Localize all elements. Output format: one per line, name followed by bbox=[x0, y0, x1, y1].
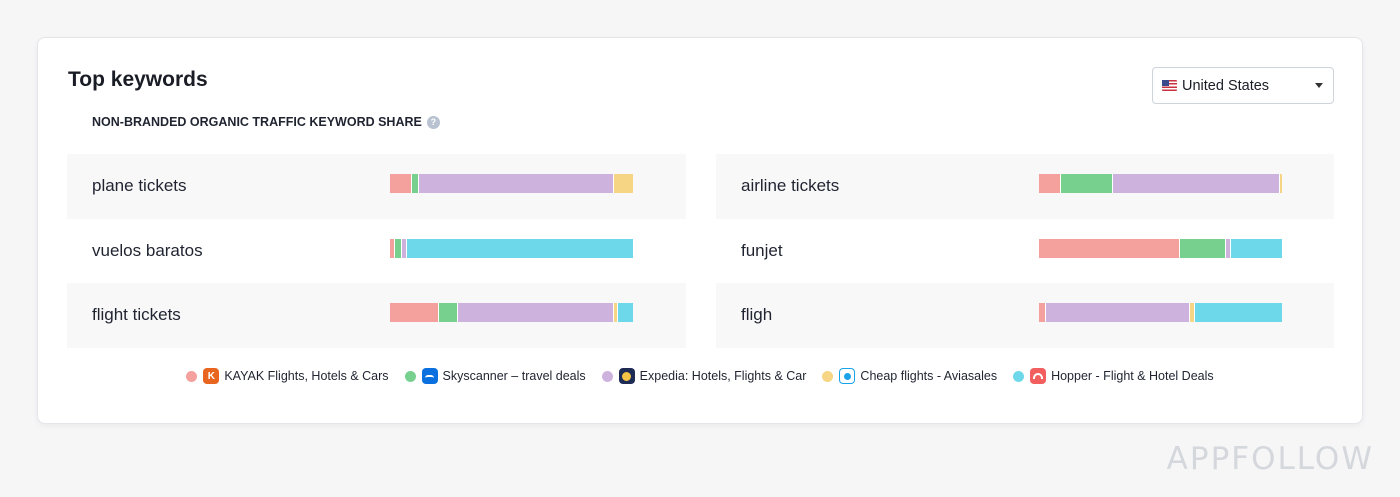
card-title: Top keywords bbox=[68, 68, 208, 91]
share-segment[interactable] bbox=[1230, 238, 1282, 258]
keyword-label: airline tickets bbox=[741, 176, 840, 196]
keyword-row: fligh bbox=[716, 283, 1334, 348]
share-segment[interactable] bbox=[1112, 174, 1280, 193]
share-segment[interactable] bbox=[390, 174, 412, 193]
legend-dot bbox=[601, 370, 613, 382]
section-subtitle: NON-BRANDED ORGANIC TRAFFIC KEYWORD SHAR… bbox=[92, 115, 440, 129]
legend-item-skyscanner[interactable]: Skyscanner – travel deals bbox=[404, 368, 586, 384]
legend-item-hopper[interactable]: Hopper - Flight & Hotel Deals bbox=[1013, 368, 1214, 384]
skyscanner-app-icon bbox=[421, 368, 438, 384]
keyword-row: airline tickets bbox=[716, 154, 1334, 219]
appfollow-watermark: APPFOLLOW bbox=[1166, 441, 1374, 477]
keyword-share-bar[interactable] bbox=[1039, 174, 1282, 193]
legend-item-aviasales[interactable]: Cheap flights - Aviasales bbox=[822, 368, 997, 384]
keyword-label: fligh bbox=[741, 305, 773, 325]
share-segment[interactable] bbox=[613, 174, 633, 193]
keyword-row: funjet bbox=[716, 219, 1334, 284]
legend-item-kayak[interactable]: K KAYAK Flights, Hotels & Cars bbox=[186, 368, 389, 384]
legend-dot bbox=[822, 370, 834, 382]
aviasales-app-icon bbox=[839, 368, 856, 384]
keyword-share-bar[interactable] bbox=[1039, 238, 1282, 258]
share-segment[interactable] bbox=[1061, 174, 1113, 193]
legend: K KAYAK Flights, Hotels & Cars Skyscanne… bbox=[38, 368, 1362, 384]
share-segment[interactable] bbox=[1189, 303, 1195, 322]
keyword-label: flight tickets bbox=[92, 305, 181, 325]
keyword-share-bar[interactable] bbox=[390, 303, 633, 322]
subtitle-text: NON-BRANDED ORGANIC TRAFFIC KEYWORD SHAR… bbox=[92, 115, 422, 129]
share-segment[interactable] bbox=[402, 238, 407, 258]
keyword-row: flight tickets bbox=[67, 283, 686, 348]
share-segment[interactable] bbox=[407, 238, 633, 258]
share-segment[interactable] bbox=[1046, 303, 1190, 322]
keyword-row: vuelos baratos bbox=[67, 219, 686, 284]
keyword-row: plane tickets bbox=[67, 154, 686, 219]
keyword-label: funjet bbox=[741, 240, 783, 260]
legend-dot bbox=[186, 370, 198, 382]
share-segment[interactable] bbox=[1179, 238, 1227, 258]
country-select[interactable]: United States bbox=[1152, 67, 1334, 104]
share-segment[interactable] bbox=[1194, 303, 1282, 322]
legend-dot bbox=[404, 370, 416, 382]
top-keywords-card: Top keywords NON-BRANDED ORGANIC TRAFFIC… bbox=[37, 37, 1363, 424]
share-segment[interactable] bbox=[394, 238, 403, 258]
share-segment[interactable] bbox=[1226, 238, 1231, 258]
share-segment[interactable] bbox=[1279, 174, 1282, 193]
hopper-app-icon bbox=[1030, 368, 1047, 384]
legend-item-expedia[interactable]: Expedia: Hotels, Flights & Car bbox=[601, 368, 807, 384]
share-segment[interactable] bbox=[1039, 174, 1062, 193]
share-segment[interactable] bbox=[618, 303, 633, 322]
country-select-value: United States bbox=[1182, 77, 1270, 94]
legend-label: Expedia: Hotels, Flights & Car bbox=[639, 369, 807, 383]
share-segment[interactable] bbox=[411, 174, 420, 193]
expedia-app-icon bbox=[618, 368, 635, 384]
keyword-share-bar[interactable] bbox=[1039, 303, 1282, 322]
share-segment[interactable] bbox=[390, 303, 439, 322]
legend-dot bbox=[1013, 370, 1025, 382]
keyword-share-bar[interactable] bbox=[390, 174, 633, 193]
chevron-down-icon bbox=[1315, 83, 1323, 88]
keyword-label: plane tickets bbox=[92, 176, 187, 196]
kayak-app-icon: K bbox=[203, 368, 220, 384]
legend-label: Hopper - Flight & Hotel Deals bbox=[1051, 369, 1214, 383]
share-segment[interactable] bbox=[1039, 238, 1180, 258]
legend-label: KAYAK Flights, Hotels & Cars bbox=[224, 369, 389, 383]
share-segment[interactable] bbox=[613, 303, 619, 322]
share-segment[interactable] bbox=[1039, 303, 1047, 322]
share-segment[interactable] bbox=[419, 174, 614, 193]
help-icon[interactable]: ? bbox=[426, 115, 440, 129]
keyword-label: vuelos baratos bbox=[92, 240, 203, 260]
share-segment[interactable] bbox=[438, 303, 459, 322]
legend-label: Skyscanner – travel deals bbox=[442, 369, 586, 383]
legend-label: Cheap flights - Aviasales bbox=[860, 369, 998, 383]
keyword-share-bar[interactable] bbox=[390, 238, 633, 258]
share-segment[interactable] bbox=[458, 303, 614, 322]
us-flag-icon bbox=[1162, 80, 1177, 91]
keyword-grid: plane tickets airline tickets vuelos bar… bbox=[67, 154, 1334, 348]
share-segment[interactable] bbox=[390, 238, 395, 258]
